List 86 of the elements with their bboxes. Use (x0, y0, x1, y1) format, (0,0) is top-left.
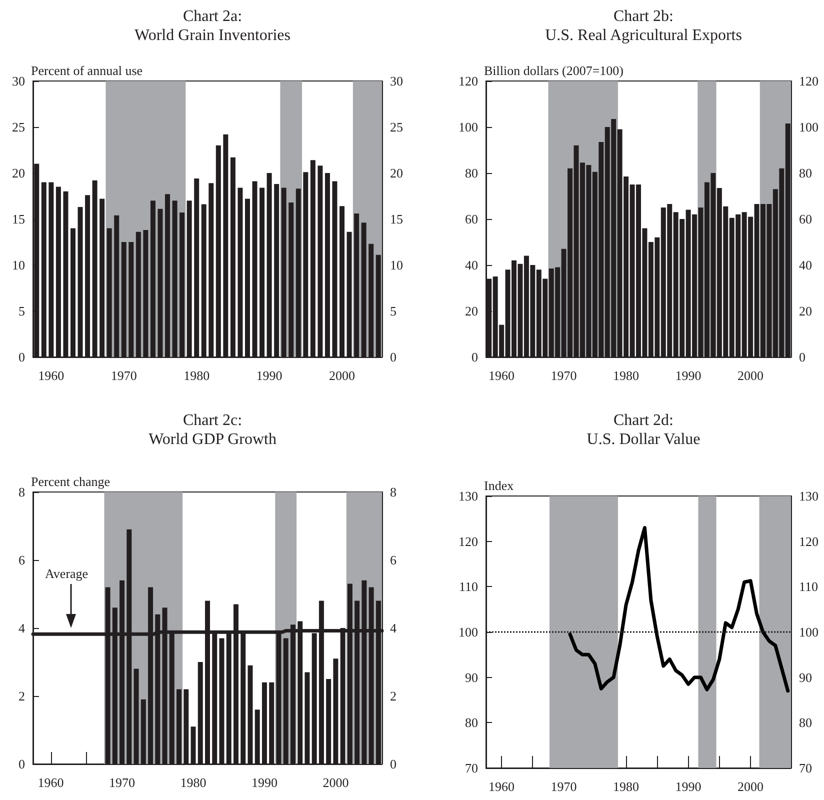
y2-tick-label: 15 (390, 212, 403, 226)
y-tick-label: 80 (465, 166, 478, 180)
y2-tick-label: 110 (799, 579, 818, 594)
y-tick-label: 4 (18, 620, 26, 636)
y2-tick-label: 0 (390, 756, 396, 772)
y2-tick-label: 40 (799, 258, 812, 272)
line-series (568, 526, 790, 693)
y-tick-label: 0 (472, 350, 478, 364)
chart-subtitle: U.S. Dollar Value (586, 431, 700, 448)
chart-subtitle: World GDP Growth (148, 431, 276, 448)
y-tick-label: 40 (465, 258, 478, 272)
y-axis-title: Percent change (31, 474, 110, 489)
y-tick-label: 120 (458, 74, 478, 88)
y2-tick-label: 20 (390, 166, 403, 180)
y2-tick-label: 6 (390, 552, 397, 568)
y-tick-label: 5 (18, 304, 25, 318)
y2-tick-label: 4 (390, 620, 397, 636)
y2-tick-label: 80 (799, 715, 812, 730)
y2-tick-label: 20 (799, 304, 812, 318)
x-tick-label: 1980 (613, 779, 640, 794)
chart-subtitle: U.S. Real Agricultural Exports (545, 27, 742, 44)
y2-tick-label: 8 (390, 484, 396, 500)
y-tick-label: 15 (12, 212, 25, 226)
x-tick-label: 1960 (488, 779, 515, 794)
y2-tick-label: 80 (799, 166, 812, 180)
y2-tick-label: 5 (390, 304, 396, 318)
x-tick-label: 1970 (109, 775, 136, 790)
x-tick-label: 1970 (550, 779, 577, 794)
y2-tick-label: 100 (799, 624, 818, 640)
y-tick-label: 8 (18, 484, 25, 500)
y2-tick-label: 30 (390, 74, 403, 88)
chart-title: Chart 2b: (614, 8, 674, 25)
y-tick-label: 10 (12, 258, 25, 272)
y-tick-label: 60 (465, 212, 478, 226)
y-tick-label: 130 (458, 488, 478, 504)
x-tick-label: 1980 (180, 775, 206, 790)
y2-tick-label: 90 (799, 670, 812, 685)
y-tick-label: 0 (18, 350, 25, 364)
chart-title: Chart 2d: (614, 412, 674, 429)
x-tick-label: 1990 (251, 775, 278, 790)
y2-tick-label: 0 (390, 350, 396, 364)
y-tick-label: 100 (458, 120, 478, 134)
y-tick-label: 80 (465, 715, 478, 730)
x-tick-label: 1990 (675, 779, 702, 794)
y-tick-label: 20 (465, 304, 478, 318)
x-tick-label: 1990 (256, 368, 282, 383)
y-tick-label: 120 (458, 534, 478, 549)
chart-subtitle: World Grain Inventories (134, 27, 290, 44)
y-tick-label: 2 (18, 688, 25, 704)
x-tick-label: 2000 (322, 775, 349, 790)
x-tick-label: 2000 (738, 368, 764, 383)
x-tick-label: 1960 (488, 368, 515, 383)
x-tick-label: 1960 (38, 368, 64, 383)
x-tick-label: 1960 (38, 775, 64, 790)
y2-tick-label: 2 (390, 688, 396, 704)
y2-tick-label: 0 (799, 350, 806, 364)
y-tick-label: 110 (458, 579, 478, 594)
y-tick-label: 100 (458, 624, 478, 640)
y-tick-label: 30 (12, 74, 25, 88)
y-tick-label: 0 (18, 756, 25, 772)
y2-tick-label: 120 (799, 74, 818, 88)
y2-tick-label: 70 (799, 760, 812, 776)
y2-tick-label: 60 (799, 212, 812, 226)
y-tick-label: 25 (12, 120, 25, 134)
y-tick-label: 70 (465, 760, 478, 776)
x-tick-label: 1980 (613, 368, 640, 383)
y-axis-title: Billion dollars (2007=100) (484, 63, 624, 78)
y-tick-label: 6 (18, 552, 26, 568)
x-tick-label: 1970 (110, 368, 137, 383)
chart-title: Chart 2a: (182, 8, 242, 25)
chart-title: Chart 2c: (182, 412, 242, 429)
y-tick-label: 20 (12, 166, 25, 180)
y2-tick-label: 130 (799, 488, 818, 504)
y2-tick-label: 25 (390, 120, 403, 134)
y2-tick-label: 10 (390, 258, 403, 272)
x-tick-label: 2000 (738, 779, 764, 794)
y-axis-title: Index (484, 478, 514, 493)
x-tick-label: 1990 (675, 368, 702, 383)
y-tick-label: 90 (465, 670, 478, 685)
x-tick-label: 1970 (550, 368, 577, 383)
annotation: Average (45, 566, 88, 582)
x-tick-label: 1980 (184, 368, 210, 383)
y-axis-title: Percent of annual use (31, 63, 143, 78)
x-tick-label: 2000 (329, 368, 356, 383)
y2-tick-label: 120 (799, 534, 818, 549)
y2-tick-label: 100 (799, 120, 818, 134)
